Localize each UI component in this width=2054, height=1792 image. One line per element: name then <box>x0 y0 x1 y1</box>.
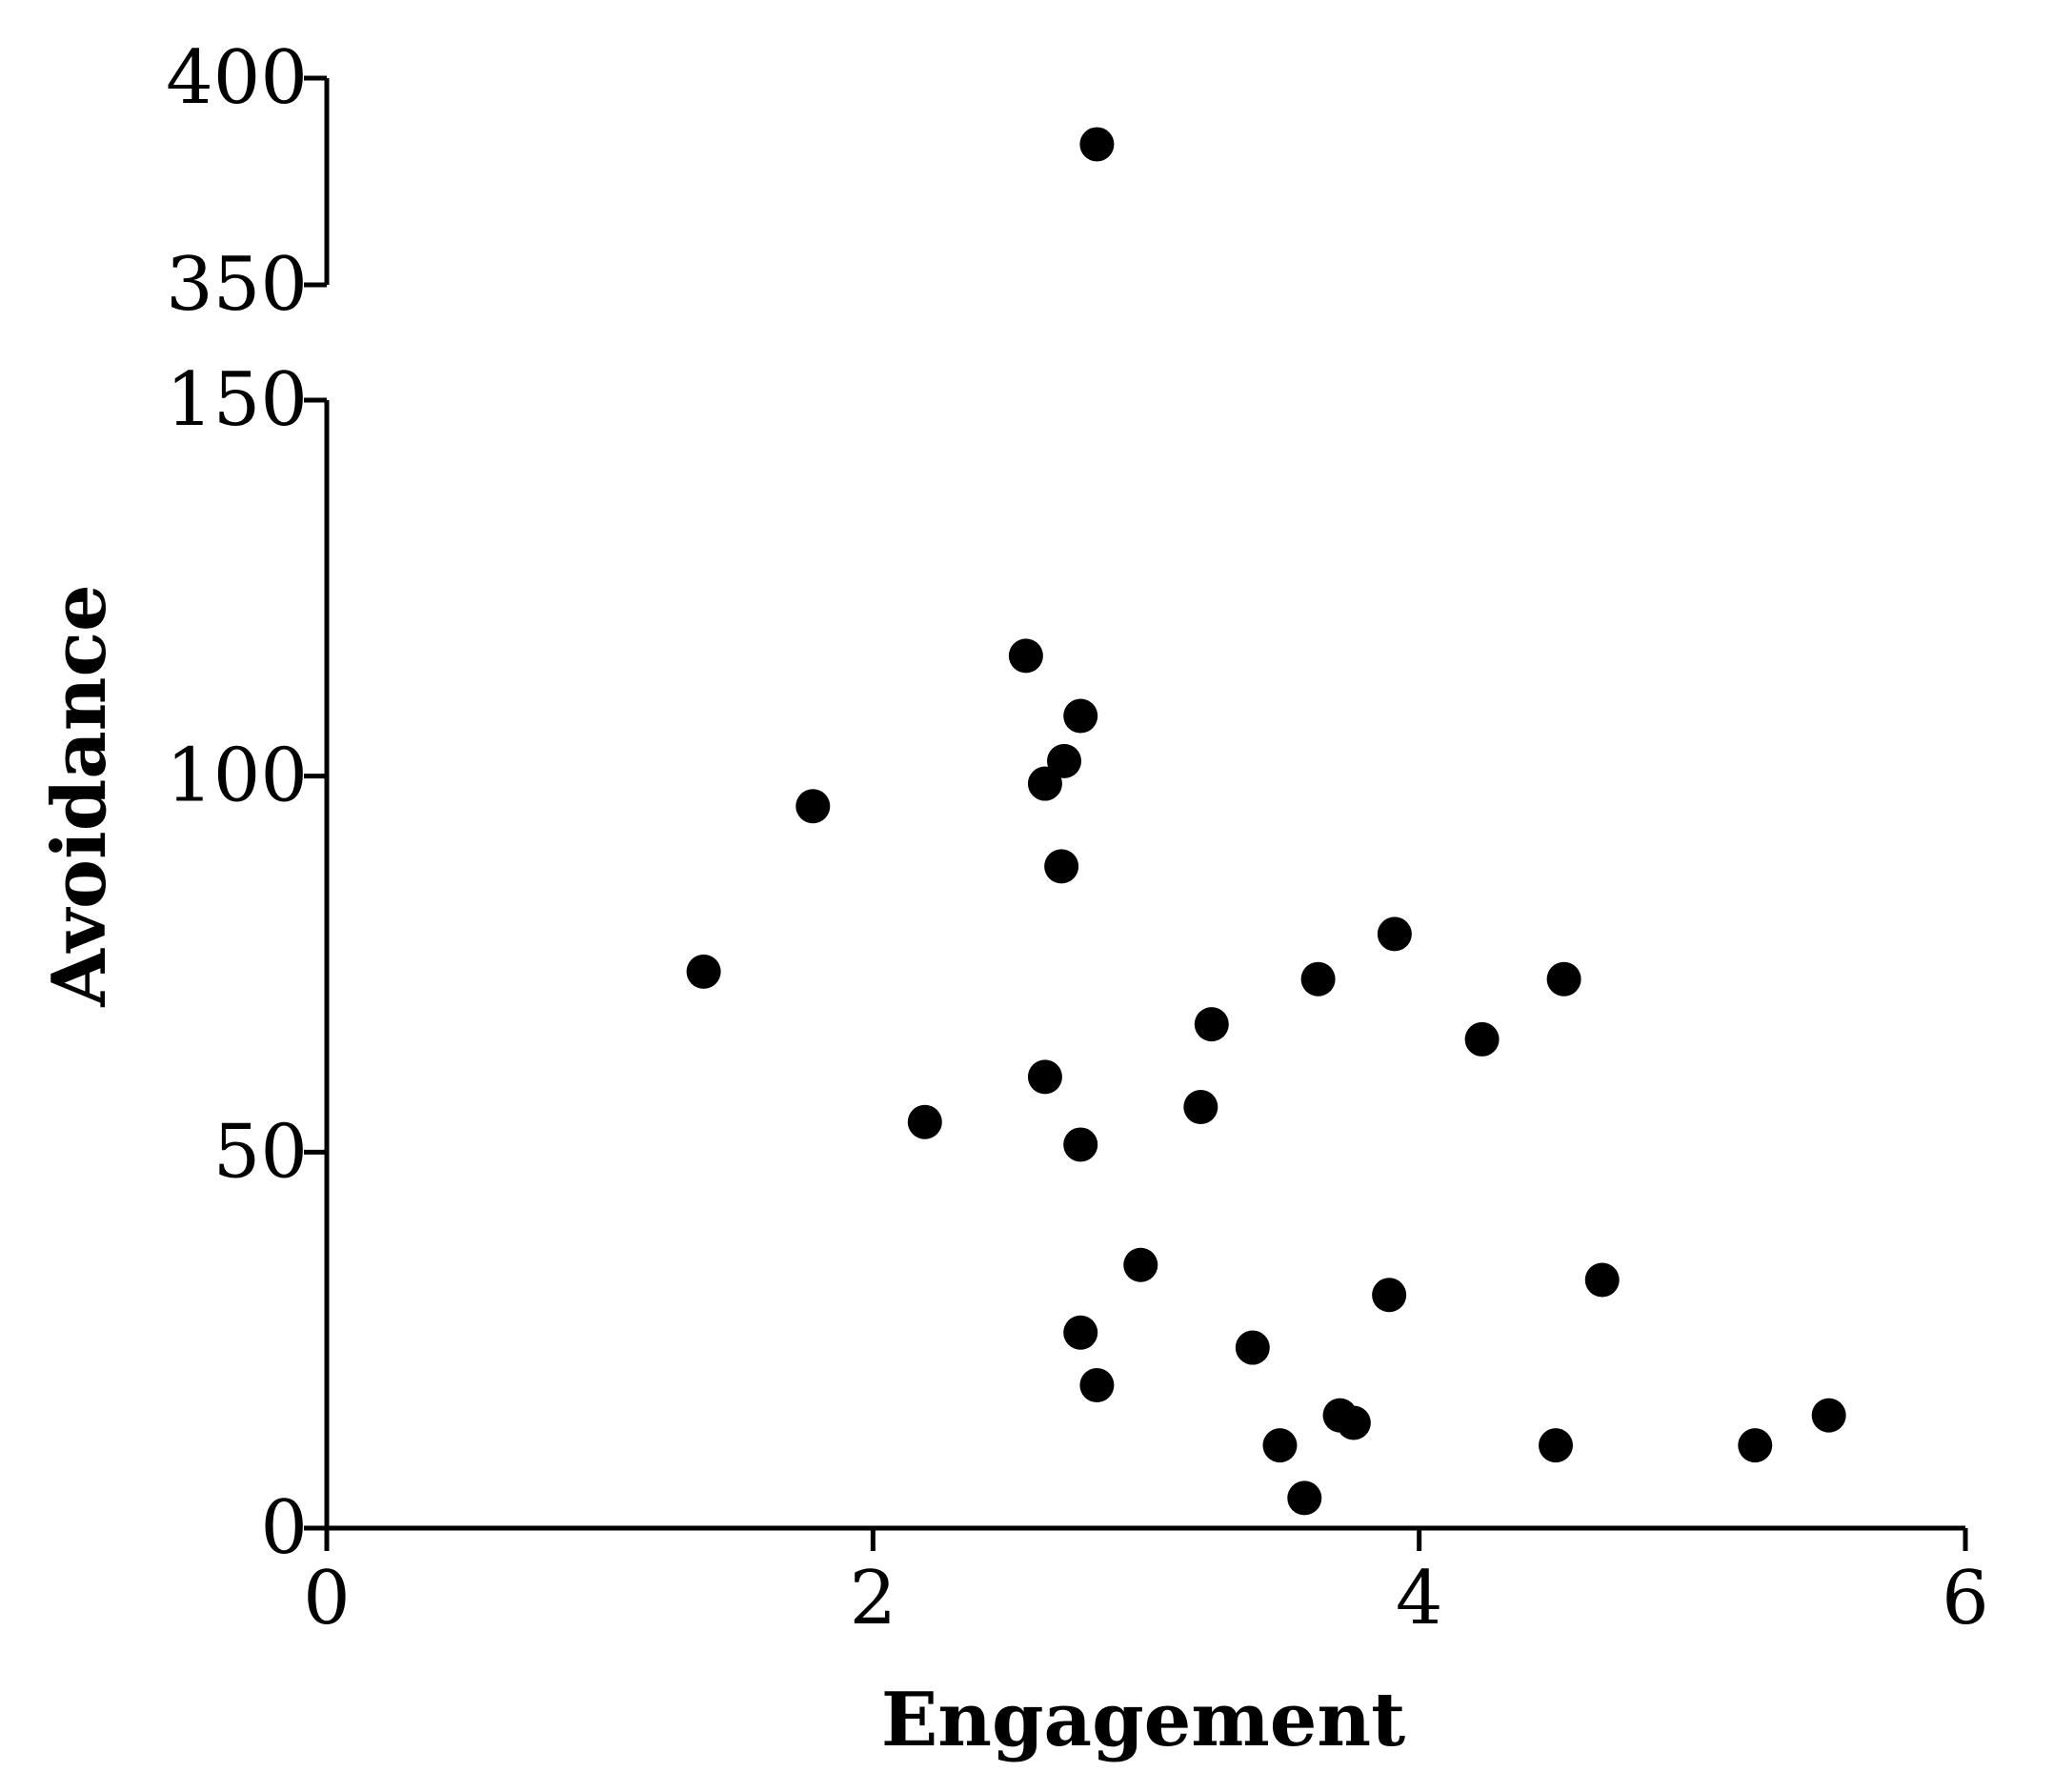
scatter-point <box>1584 1262 1620 1298</box>
scatter-point <box>1079 1368 1115 1403</box>
data-points <box>686 127 1846 1516</box>
scatter-point <box>1063 698 1098 734</box>
x-tick-label: 6 <box>1942 1556 1989 1641</box>
scatter-point <box>1336 1405 1371 1440</box>
scatter-point <box>1027 1059 1062 1095</box>
scatter-point <box>1539 1428 1573 1463</box>
y-tick-label: 350 <box>166 242 308 328</box>
scatter-point <box>1300 961 1336 997</box>
scatter-point <box>795 789 831 824</box>
y-tick-label: 400 <box>166 35 308 121</box>
y-tick-label: 150 <box>166 357 308 443</box>
scatter-point <box>1079 127 1115 162</box>
y-tick-label: 0 <box>260 1485 308 1571</box>
axes <box>324 78 1965 1531</box>
x-tick-label: 2 <box>850 1556 897 1641</box>
scatter-point <box>1063 1315 1098 1350</box>
y-tick-label: 100 <box>166 734 308 819</box>
scatter-point <box>1235 1330 1270 1365</box>
scatter-point <box>1811 1398 1846 1433</box>
scatter-point <box>1047 743 1081 778</box>
x-tick-label: 4 <box>1396 1556 1443 1641</box>
scatter-point <box>1377 916 1412 952</box>
scatter-point <box>1044 849 1079 884</box>
scatter-point <box>1738 1428 1773 1463</box>
scatter-point <box>1027 766 1062 801</box>
x-axis-title: Engagement <box>881 1677 1405 1763</box>
scatter-point <box>1464 1021 1500 1057</box>
scatter-point <box>1183 1089 1218 1124</box>
y-tick-label: 50 <box>213 1109 308 1195</box>
scatter-point <box>1372 1278 1407 1313</box>
scatter-point <box>686 954 721 989</box>
scatter-point <box>1546 961 1581 997</box>
y-axis-title: Avoidance <box>36 584 123 1007</box>
x-tick-label: 0 <box>303 1556 351 1641</box>
scatter-point <box>1008 638 1043 674</box>
scatter-point <box>1287 1480 1322 1516</box>
scatter-point <box>1194 1007 1229 1042</box>
scatter-point <box>1262 1428 1298 1463</box>
ticks: 0 2 4 6 0 50 100 150 350 400 <box>166 35 1989 1641</box>
scatter-point <box>1063 1127 1098 1162</box>
scatter-point <box>1123 1247 1158 1282</box>
scatter-point <box>907 1104 942 1139</box>
